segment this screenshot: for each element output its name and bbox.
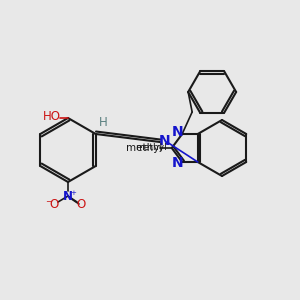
Text: H: H	[99, 116, 108, 128]
Text: O: O	[76, 199, 85, 212]
Text: HO: HO	[43, 110, 61, 124]
Text: +: +	[70, 190, 76, 196]
Text: −: −	[46, 197, 52, 206]
Text: N: N	[63, 190, 73, 202]
Text: N: N	[171, 156, 183, 170]
Text: methyl: methyl	[135, 143, 166, 152]
Text: N: N	[159, 134, 171, 148]
Text: methyl: methyl	[126, 143, 162, 153]
Text: O: O	[50, 199, 58, 212]
Text: N: N	[171, 125, 183, 139]
